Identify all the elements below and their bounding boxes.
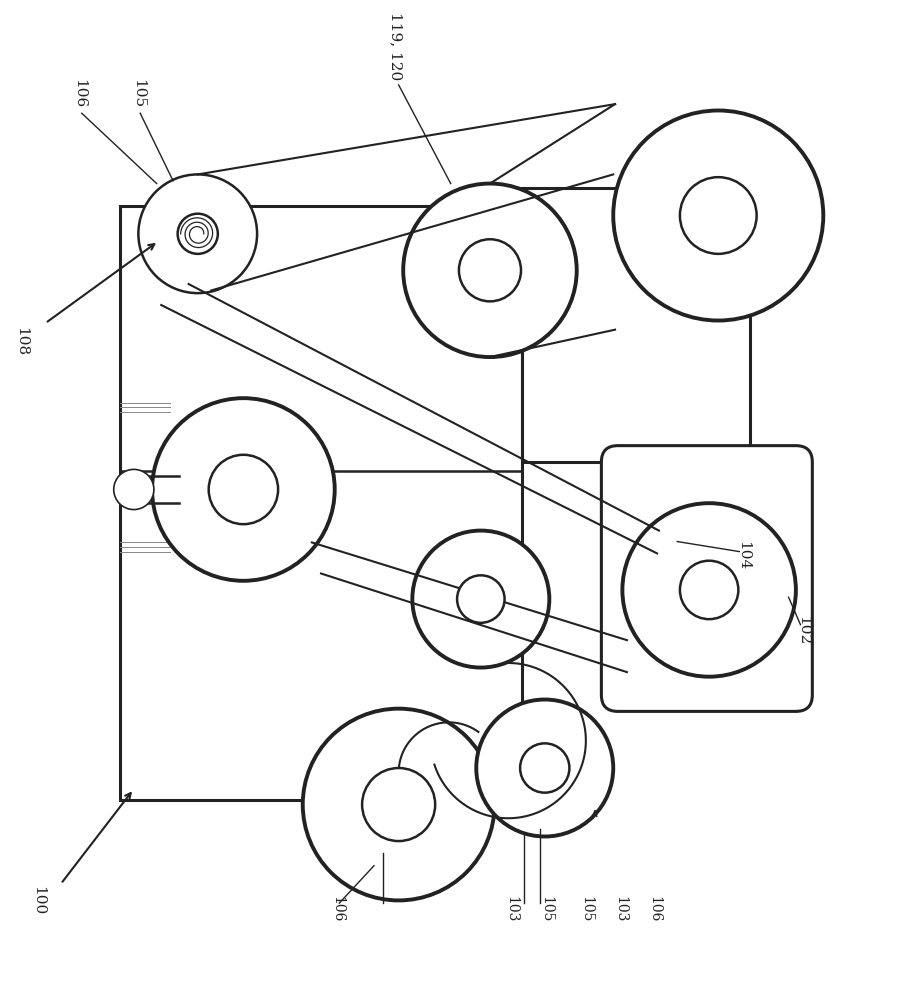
Bar — [120, 206, 522, 800]
FancyBboxPatch shape — [602, 446, 812, 711]
Circle shape — [178, 214, 218, 254]
Text: 106: 106 — [72, 79, 86, 108]
Circle shape — [622, 503, 796, 677]
Text: 103: 103 — [504, 896, 518, 923]
Circle shape — [680, 177, 757, 254]
Text: 119, 120: 119, 120 — [389, 12, 403, 80]
Circle shape — [412, 531, 550, 668]
Circle shape — [209, 455, 278, 524]
Text: 105: 105 — [540, 896, 553, 923]
Text: 108: 108 — [15, 327, 28, 356]
Text: 106: 106 — [331, 896, 344, 923]
Text: 105: 105 — [579, 896, 593, 923]
Circle shape — [152, 398, 334, 581]
Text: 100: 100 — [31, 886, 45, 915]
Circle shape — [403, 184, 577, 357]
Circle shape — [459, 239, 521, 301]
Circle shape — [114, 469, 154, 510]
Text: 103: 103 — [614, 896, 627, 923]
Circle shape — [613, 110, 823, 321]
Circle shape — [303, 709, 495, 900]
Bar — [522, 188, 750, 462]
Text: 102: 102 — [796, 616, 810, 646]
Text: 104: 104 — [736, 541, 750, 570]
Text: 105: 105 — [131, 79, 146, 108]
Circle shape — [457, 575, 505, 623]
Circle shape — [476, 700, 613, 837]
Circle shape — [680, 561, 738, 619]
Circle shape — [520, 743, 570, 793]
Circle shape — [138, 174, 257, 293]
Text: 106: 106 — [648, 896, 661, 923]
Circle shape — [362, 768, 435, 841]
